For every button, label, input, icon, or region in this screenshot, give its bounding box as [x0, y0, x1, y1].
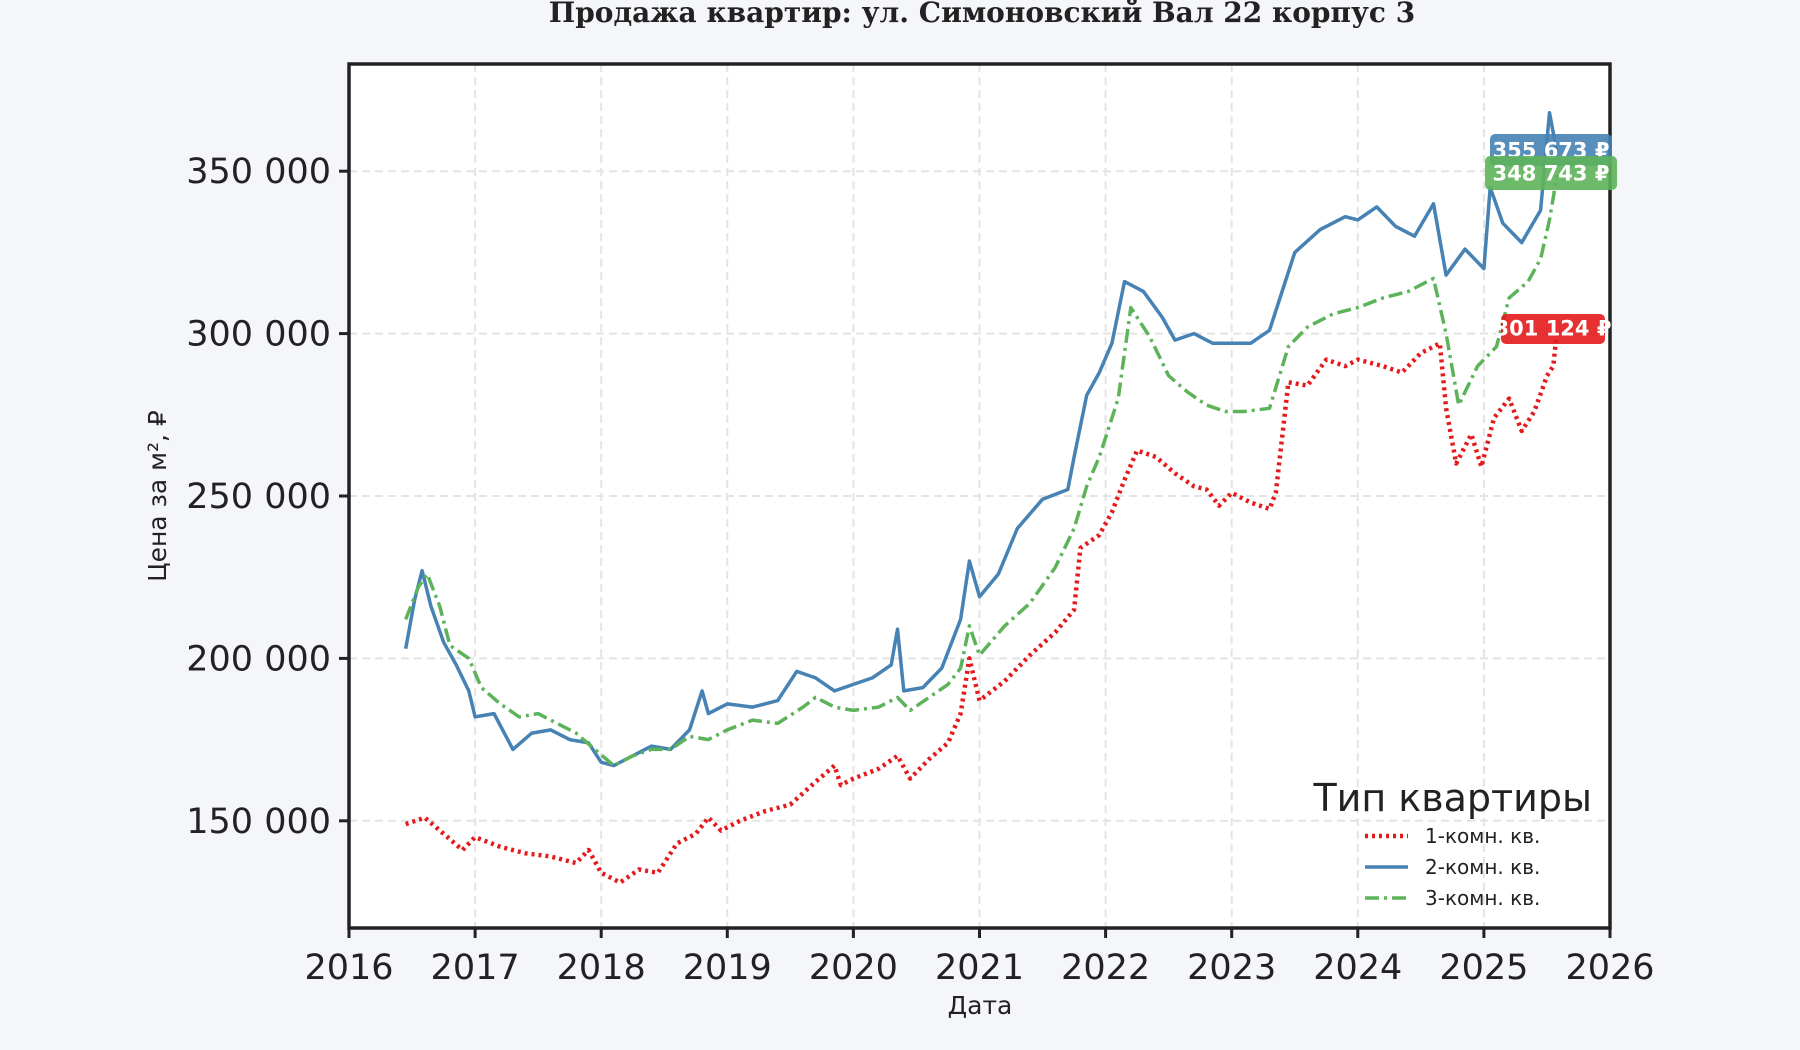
- x-tick-label: 2020: [809, 948, 898, 988]
- x-axis-label: Дата: [948, 991, 1013, 1020]
- end-label-text: 348 743 ₽: [1493, 162, 1610, 186]
- end-label-box: [1485, 156, 1617, 190]
- y-axis: 150 000 200 000 250 000 300 000 350 000: [186, 152, 349, 842]
- series-line-3: [404, 175, 1559, 768]
- x-tick-label: 2018: [557, 948, 646, 988]
- legend-title: Тип квартиры: [1312, 776, 1592, 820]
- x-tick-label: 2022: [1061, 948, 1150, 988]
- end-label-3: 348 743 ₽: [1485, 156, 1617, 190]
- end-labels: 301 124 ₽355 673 ₽348 743 ₽: [1485, 134, 1617, 344]
- series-line-1: [404, 329, 1560, 885]
- legend-label: 2-комн. кв.: [1425, 855, 1540, 879]
- x-tick-label: 2026: [1565, 948, 1654, 988]
- y-axis-label: Цена за м², ₽: [143, 410, 172, 582]
- grid-y: [349, 170, 1610, 822]
- series-line-2: [403, 110, 1559, 768]
- x-tick-label: 2021: [935, 948, 1024, 988]
- x-tick-label: 2024: [1313, 948, 1402, 988]
- legend-label: 3-комн. кв.: [1425, 886, 1540, 910]
- legend: Тип квартиры 1-комн. кв. 2-комн. кв. 3-ком…: [1312, 776, 1592, 910]
- x-tick-label: 2019: [683, 948, 772, 988]
- legend-entry-1: 1-комн. кв.: [1365, 824, 1540, 848]
- y-tick-label: 200 000: [186, 639, 331, 679]
- x-tick-label: 2016: [304, 948, 393, 988]
- series-layer: [403, 110, 1560, 885]
- x-tick-label: 2023: [1187, 948, 1276, 988]
- y-tick-label: 150 000: [186, 802, 331, 842]
- legend-entry-3: 3-комн. кв.: [1365, 886, 1540, 910]
- end-label-text: 301 124 ₽: [1495, 316, 1612, 340]
- y-tick-label: 250 000: [186, 477, 331, 517]
- legend-entry-2: 2-комн. кв.: [1365, 855, 1540, 879]
- end-label-box: [1501, 314, 1605, 344]
- x-tick-label: 2025: [1439, 948, 1528, 988]
- chart-title: Продажа квартир: ул. Симоновский Вал 22 …: [549, 0, 1415, 29]
- end-label-1: 301 124 ₽: [1495, 314, 1612, 344]
- x-tick-label: 2017: [431, 948, 520, 988]
- y-tick-label: 300 000: [186, 315, 331, 355]
- legend-label: 1-комн. кв.: [1425, 824, 1540, 848]
- x-axis: 2016 2017 2018 2019 2020 2021 2022 2023 2024 2025…: [304, 928, 1655, 988]
- y-tick-label: 350 000: [186, 152, 331, 192]
